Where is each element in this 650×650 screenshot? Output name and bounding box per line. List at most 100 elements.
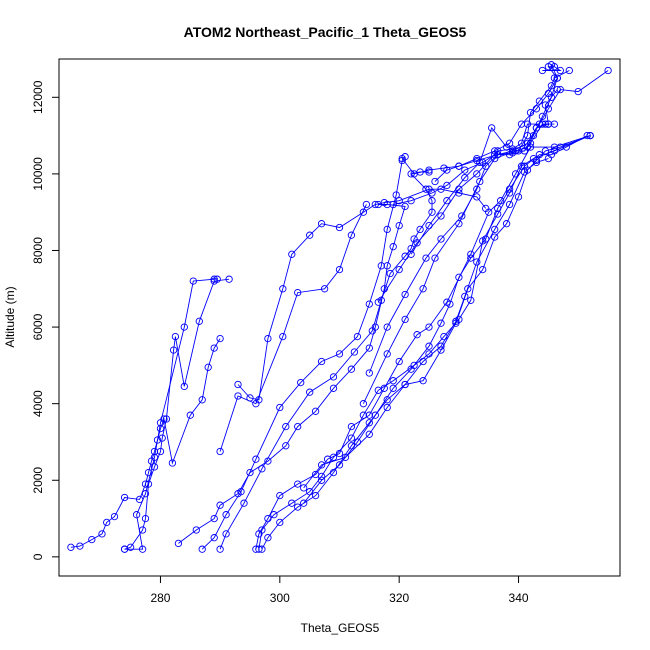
data-point [359,400,368,408]
data-point [428,208,436,216]
series-13 [300,131,591,507]
data-point [365,300,373,308]
data-point [473,185,481,193]
data-point [288,250,296,258]
data-point [76,542,84,550]
data-point [425,221,433,230]
series-20 [398,85,561,178]
data-point [222,530,230,538]
data-point [428,189,436,197]
data-point [371,411,379,419]
data-point [264,334,272,343]
data-point [520,147,529,155]
data-point [365,344,373,352]
data-point [476,177,484,186]
data-point [216,447,224,456]
data-point [443,197,451,205]
data-point [455,273,463,281]
data-point [317,357,326,366]
data-point [494,151,502,159]
data-point [473,156,481,165]
data-point [395,357,403,366]
data-point [174,539,183,548]
data-point [180,382,188,391]
series-line [401,89,558,175]
data-point [210,514,218,523]
data-point [467,296,475,304]
data-point [437,212,445,220]
data-point [452,319,460,327]
data-point [526,108,535,117]
data-point [335,461,344,469]
data-point [210,534,218,542]
data-point [317,220,326,228]
x-axis-label: Theta_GEOS5 [301,621,380,635]
series-1 [67,334,224,551]
data-point [437,319,445,327]
data-point [365,430,373,438]
y-tick-label: 4000 [31,390,45,417]
data-point [198,545,206,553]
series-16 [374,66,612,306]
data-point [374,298,382,306]
data-point [425,323,433,331]
data-point [392,191,400,199]
data-point [520,162,529,170]
data-point [335,223,344,232]
data-point [276,518,284,527]
data-point [192,526,200,534]
series-line [219,204,367,452]
data-point [437,346,445,354]
data-point [431,254,439,262]
data-point [311,407,320,415]
data-point [505,200,514,209]
data-point [317,472,326,481]
data-point [222,511,230,519]
data-point [240,499,248,507]
data-point [282,442,290,450]
data-point [120,545,129,553]
data-point [419,357,427,366]
data-point [491,233,499,241]
data-point [494,210,502,218]
data-point [556,66,564,75]
series-line [377,70,609,303]
data-point [413,331,421,339]
data-point [541,147,550,155]
series-line [255,135,591,550]
data-point [461,166,469,174]
data-point [553,74,561,82]
data-point [335,265,344,274]
data-point [395,197,403,205]
data-point [204,363,212,371]
data-point [532,158,541,167]
data-point [383,225,391,234]
data-point [141,514,150,523]
data-point [67,543,75,551]
data-point [347,365,356,373]
data-point [565,66,573,75]
series-4 [174,200,409,548]
data-point [431,177,439,186]
data-point [532,124,541,132]
data-point [138,545,147,553]
data-point [479,265,487,274]
series-layer [67,61,612,553]
data-point [532,105,541,113]
data-point [574,87,582,96]
data-point [464,285,472,293]
data-point [169,346,178,354]
data-point [276,403,284,412]
data-point [276,491,284,500]
data-point [264,534,272,542]
data-point [428,197,436,205]
data-point [210,344,218,352]
data-point [383,262,391,270]
data-point [132,511,141,519]
data-point [198,396,206,404]
data-point [297,378,305,387]
data-point [395,221,403,230]
data-point [353,438,362,446]
data-point [383,323,391,331]
data-point [210,275,218,283]
